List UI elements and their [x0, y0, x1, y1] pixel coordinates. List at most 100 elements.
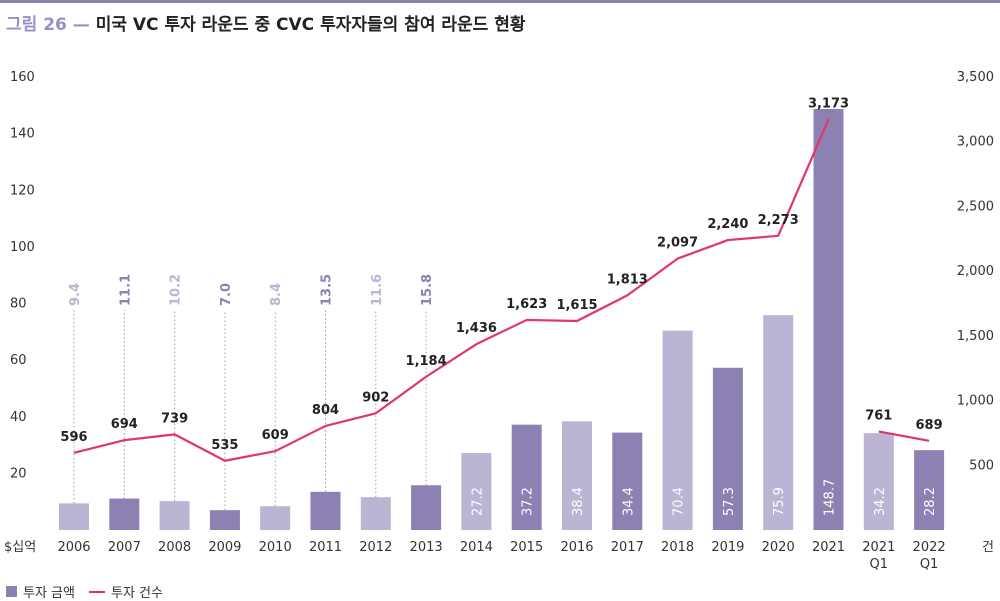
bar — [360, 497, 391, 530]
bar — [59, 503, 89, 530]
x-category-label: Q1 — [920, 557, 939, 572]
bar — [411, 485, 442, 530]
bar — [109, 498, 140, 530]
x-category-label: 2020 — [762, 540, 795, 555]
bar-value-label: 27.2 — [470, 487, 485, 516]
line-value-label: 739 — [161, 411, 188, 426]
bar — [712, 367, 743, 530]
bar-value-label: 34.4 — [621, 487, 636, 516]
y-left-tick-label: 140 — [10, 127, 35, 142]
y-left-tick-label: 40 — [10, 410, 27, 425]
bar-value-label: 38.4 — [571, 487, 586, 516]
y-right-tick-label: 2,000 — [957, 264, 994, 279]
bar-value-label: 8.4 — [269, 283, 284, 306]
bar — [310, 491, 341, 530]
y-left-tick-label: 60 — [10, 353, 27, 368]
x-category-label: 2013 — [410, 540, 443, 555]
line-value-label: 535 — [211, 438, 238, 453]
bar-value-label: 70.4 — [672, 487, 687, 516]
y-right-tick-label: 1,500 — [957, 329, 994, 344]
bar — [562, 421, 592, 530]
bar-value-label: 28.2 — [923, 487, 938, 516]
legend-line-label: 투자 건수 — [110, 586, 163, 601]
bar-value-label: 13.5 — [320, 274, 335, 306]
legend-bar-label: 투자 금액 — [23, 586, 75, 601]
line-value-label: 596 — [60, 430, 87, 445]
line-value-label: 689 — [916, 418, 943, 433]
bar-value-label: 148.7 — [823, 479, 838, 516]
y-right-tick-label: 3,500 — [957, 70, 994, 85]
bar — [260, 506, 291, 530]
bar-value-label: 11.1 — [118, 274, 133, 306]
x-category-label: 2007 — [108, 540, 141, 555]
bar-value-label: 9.4 — [68, 283, 83, 306]
x-category-label: 2019 — [711, 540, 744, 555]
bar-value-label: 7.0 — [219, 283, 234, 306]
line-series-path — [73, 118, 830, 462]
x-category-label: 2021 — [812, 540, 845, 555]
x-category-label: 2006 — [57, 540, 90, 555]
x-category-label: Q1 — [870, 557, 889, 572]
bar — [511, 424, 542, 530]
line-value-label: 1,813 — [607, 272, 648, 287]
y-right-tick-label: 3,000 — [957, 135, 994, 150]
x-category-label: 2014 — [460, 540, 493, 555]
line-value-label: 1,623 — [506, 297, 547, 312]
line-value-label: 2,273 — [758, 213, 799, 228]
line-series-path — [878, 430, 930, 442]
bar-value-label: 15.8 — [420, 274, 435, 306]
x-category-label: 2010 — [259, 540, 292, 555]
figure-number: 그림 26 — — [6, 15, 96, 35]
line-value-label: 694 — [111, 417, 138, 432]
bar — [159, 501, 190, 530]
chart-title: 그림 26 — 미국 VC 투자 라운드 중 CVC 투자자들의 참여 라운드 … — [6, 10, 526, 35]
x-category-label: 2018 — [661, 540, 694, 555]
line-value-label: 1,184 — [406, 354, 447, 369]
line-value-label: 2,240 — [707, 217, 748, 232]
y-right-unit-label: 건 — [982, 540, 994, 555]
y-left-tick-label: 80 — [10, 297, 27, 312]
x-category-label: 2011 — [309, 540, 342, 555]
y-right-tick-label: 1,000 — [957, 394, 994, 409]
bar — [209, 510, 240, 530]
line-value-label: 1,436 — [456, 321, 497, 336]
bar — [461, 452, 492, 530]
x-category-label: 2022 — [913, 540, 946, 555]
line-value-label: 3,173 — [808, 96, 849, 111]
line-value-label: 1,615 — [556, 298, 597, 313]
y-left-tick-label: 120 — [10, 183, 35, 198]
x-category-label: 2016 — [560, 540, 593, 555]
line-value-label: 609 — [262, 428, 289, 443]
y-right-tick-label: 2,500 — [957, 199, 994, 214]
bar-value-label: 11.6 — [370, 274, 385, 306]
legend: 투자 금액 투자 건수 — [6, 582, 163, 601]
bar-value-label: 57.3 — [722, 487, 737, 516]
y-right-tick-label: 500 — [969, 458, 994, 473]
x-category-label: 2015 — [510, 540, 543, 555]
top-rule — [0, 0, 1000, 3]
bar — [763, 315, 794, 530]
line-value-label: 902 — [362, 390, 389, 405]
bar — [914, 450, 945, 530]
bar-value-label: 10.2 — [169, 274, 184, 306]
x-category-label: 2012 — [359, 540, 392, 555]
line-value-label: 804 — [312, 403, 339, 418]
x-category-label: 2008 — [158, 540, 191, 555]
line-value-label: 2,097 — [657, 236, 698, 251]
y-left-tick-label: 160 — [10, 70, 35, 85]
bar-value-label: 34.2 — [873, 487, 888, 516]
y-left-tick-label: 100 — [10, 240, 35, 255]
bar — [612, 432, 643, 530]
x-category-label: 2017 — [611, 540, 644, 555]
bar — [662, 330, 693, 530]
title-text: 미국 VC 투자 라운드 중 CVC 투자자들의 참여 라운드 현황 — [95, 15, 526, 35]
y-left-unit-label: $십억 — [4, 540, 36, 555]
bar-value-label: 75.9 — [772, 487, 787, 516]
line-value-label: 761 — [865, 409, 892, 424]
y-left-tick-label: 20 — [10, 466, 27, 481]
x-category-label: 2021 — [862, 540, 895, 555]
legend-bar-swatch — [6, 586, 17, 597]
bar — [863, 433, 894, 530]
bar — [813, 108, 844, 530]
